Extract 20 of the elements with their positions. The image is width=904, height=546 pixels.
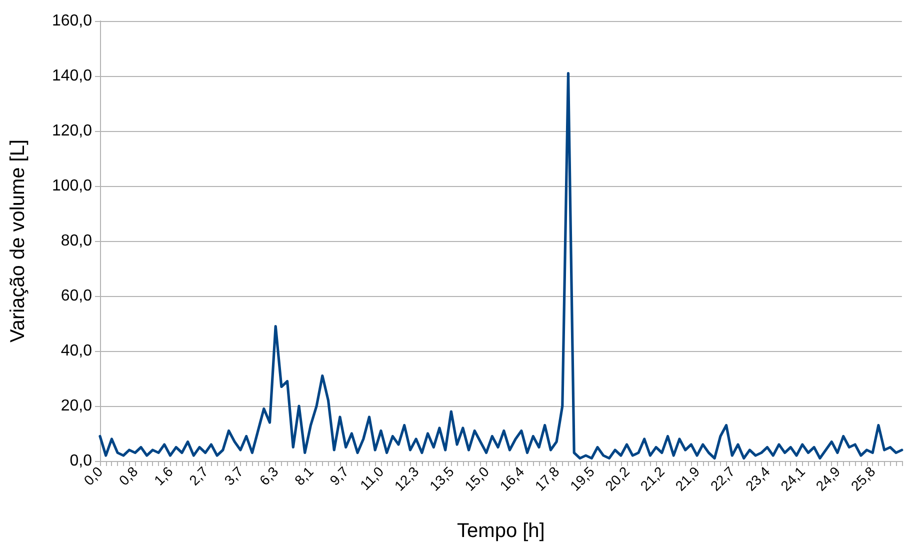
y-tick-label: 140,0 xyxy=(52,68,92,84)
x-tick-label: 6,3 xyxy=(256,463,282,488)
x-tick-label: 24,1 xyxy=(777,463,808,494)
x-axis-title: Tempo [h] xyxy=(457,520,545,542)
y-tick-label: 100,0 xyxy=(52,178,92,194)
x-tick-label: 9,7 xyxy=(326,463,352,488)
x-tick-label: 11,0 xyxy=(356,463,387,494)
y-tick-label: 60,0 xyxy=(60,288,92,304)
y-tick-label: 160,0 xyxy=(52,12,92,30)
y-axis-title: Variação de volume [L] xyxy=(7,139,29,343)
x-tick-label: 0,8 xyxy=(116,463,141,488)
y-tick-label: 120,0 xyxy=(52,122,92,140)
x-tick-label: 8,1 xyxy=(291,463,317,488)
x-tick-label: 2,7 xyxy=(186,463,212,488)
y-tick-label: 80,0 xyxy=(60,232,92,250)
x-tick-label: 3,7 xyxy=(221,463,246,488)
y-tick-label: 40,0 xyxy=(60,342,92,360)
y-tick-label: 0,0 xyxy=(70,452,92,470)
y-tick-label: 20,0 xyxy=(60,398,92,414)
x-tick-label: 1,6 xyxy=(150,463,176,488)
